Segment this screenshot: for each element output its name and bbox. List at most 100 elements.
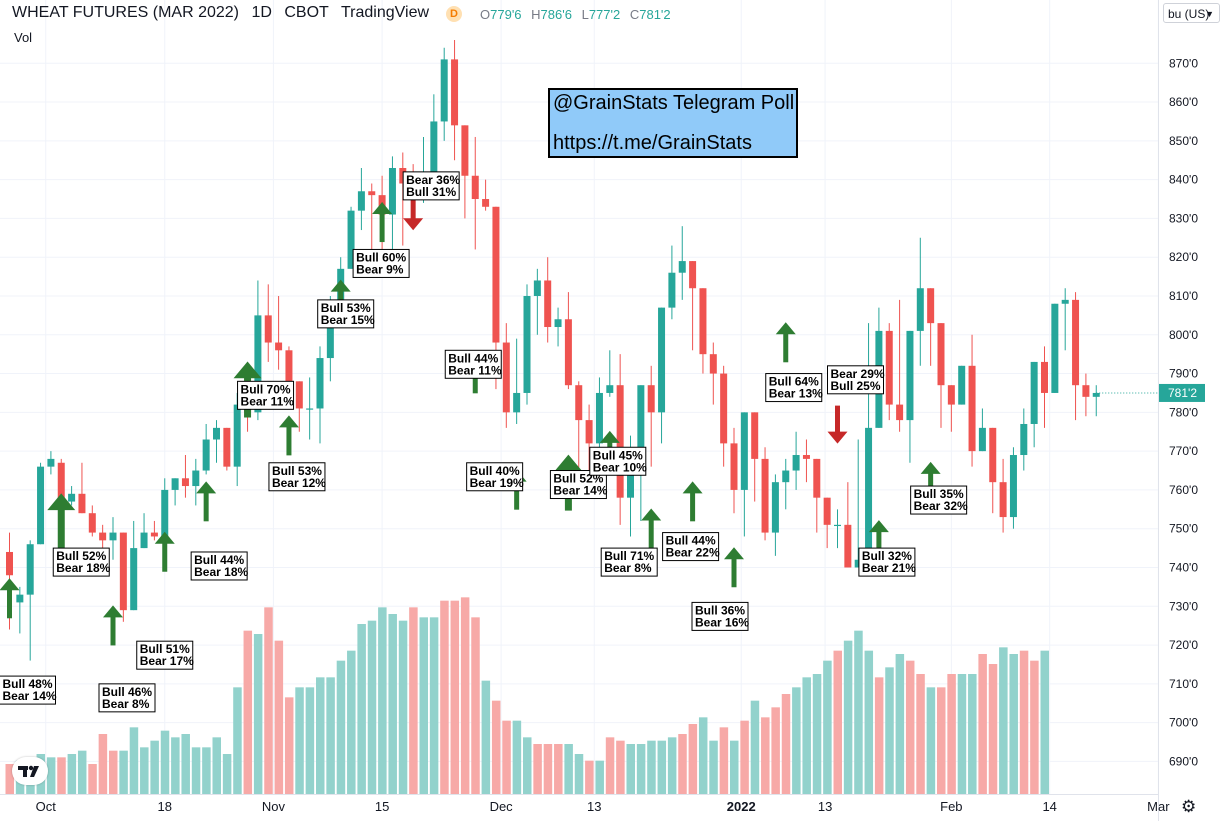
volume-bar [1009, 654, 1018, 794]
volume-bar [460, 597, 470, 794]
candle-body [658, 307, 666, 413]
poll-label-box [910, 485, 968, 515]
candle-body [989, 427, 997, 483]
candle-body [978, 427, 986, 452]
poll-label-text: Bear 36% [406, 173, 460, 187]
price-tick-label: 700'0 [1169, 716, 1198, 730]
price-tick-label: 690'0 [1169, 754, 1198, 768]
volume-bar [926, 687, 936, 794]
candle-body [751, 412, 759, 459]
volume-bar [284, 697, 294, 794]
candle-body [347, 210, 355, 269]
bull-arrow-head [233, 361, 262, 379]
candle-body [834, 524, 841, 527]
candle-body [254, 315, 262, 413]
open-value: 779'6 [490, 7, 522, 22]
poll-label-text: Bull 31% [406, 185, 456, 199]
poll-label-text: Bull 48% [3, 677, 53, 691]
provider-label: TradingView [340, 4, 430, 21]
candle-body [430, 121, 438, 176]
candle-body [730, 443, 738, 490]
poll-label-text: Bear 15% [321, 313, 375, 327]
unit-selector[interactable]: bu (US) ▼ [1163, 3, 1220, 23]
volume-bar [554, 744, 563, 794]
poll-label-box [827, 365, 884, 395]
time-axis[interactable]: Oct 18 Nov 15 Dec 13 2022 13 Feb 14 Mar [0, 794, 1170, 821]
bull-arrow-head [103, 605, 123, 618]
unit-selector-value: bu (US) [1168, 7, 1210, 21]
bull-arrow-shaft [648, 518, 654, 549]
candle-body [295, 381, 303, 409]
volume-bar [109, 750, 118, 794]
interval-label[interactable]: 1D [251, 4, 272, 21]
candle-body [130, 548, 138, 611]
poll-label-text: Bull 51% [140, 642, 190, 656]
gear-icon[interactable]: ⚙ [1181, 797, 1197, 816]
poll-label-text: Bear 32% [914, 499, 968, 513]
poll-label-text: Bull 35% [914, 487, 964, 501]
volume-bar [295, 687, 304, 794]
poll-label-text: Bear 17% [140, 654, 194, 668]
volume-bar [202, 747, 211, 794]
poll-label-text: Bull 46% [102, 685, 152, 699]
candle-body [854, 559, 862, 568]
volume-bar [781, 694, 791, 794]
candle-body [357, 191, 365, 211]
candle-body [482, 199, 490, 207]
volume-bar [160, 730, 170, 794]
ohlc-readout: O779'6 H786'6 L777'2 C781'2 [480, 7, 677, 22]
poll-label-box [237, 380, 295, 410]
poll-link[interactable]: https://t.me/GrainStats [553, 132, 752, 154]
volume-bar [523, 737, 532, 794]
poll-label-box [662, 532, 720, 562]
candle-body [16, 594, 24, 603]
price-tick-label: 750'0 [1169, 522, 1198, 536]
candle-body [906, 330, 914, 421]
time-tick-label: 2022 [727, 799, 756, 814]
price-tick-label: 860'0 [1169, 95, 1198, 109]
poll-label-box [765, 373, 823, 403]
volume-bar [978, 654, 987, 794]
poll-label-box [136, 640, 194, 670]
volume-bar [450, 600, 460, 794]
symbol-title[interactable]: WHEAT FUTURES (MAR 2022) [12, 4, 239, 21]
price-tick-label: 710'0 [1169, 677, 1198, 691]
volume-bar [792, 687, 801, 794]
bear-arrow-head [403, 218, 424, 231]
candle-body [1030, 361, 1038, 424]
poll-label-text: Bear 29% [831, 367, 885, 381]
poll-label-text: Bear 21% [862, 561, 916, 575]
price-axis[interactable]: 690'0 700'0 710'0 720'0 730'0 740'0 750'0 760'0… [1158, 0, 1227, 821]
volume-bar [1019, 650, 1029, 794]
volume-bar [481, 680, 491, 794]
time-tick-label: Oct [36, 799, 57, 814]
volume-bar [512, 720, 522, 794]
volume-bar [843, 640, 853, 794]
candle-body [68, 493, 76, 502]
price-tick-label: 850'0 [1169, 134, 1198, 148]
tradingview-logo-icon[interactable] [12, 757, 48, 785]
bull-arrow-shaft [731, 557, 737, 588]
candle-body [78, 493, 86, 514]
bear-arrow-shaft [835, 405, 840, 434]
candle-body [720, 373, 728, 444]
candle-body [916, 288, 924, 331]
volume-bar [119, 750, 128, 794]
candle-body [792, 455, 800, 471]
poll-label-text: Bull 53% [321, 301, 371, 315]
volume-label[interactable]: Vol [14, 30, 33, 45]
poll-label-text: Bear 16% [695, 615, 749, 629]
volume-bar [667, 737, 677, 794]
volume-bar [750, 700, 760, 794]
bull-arrow-shaft [162, 541, 168, 572]
candle-body [709, 354, 717, 374]
volume-bar [388, 614, 397, 794]
bull-arrow-head [372, 202, 393, 215]
volume-bar [316, 677, 325, 794]
volume-bar [150, 740, 159, 794]
delayed-data-badge[interactable]: D [446, 6, 462, 22]
volume-bar [88, 764, 97, 794]
volume-bar [543, 744, 553, 794]
poll-label-text: Bull 64% [769, 375, 819, 389]
